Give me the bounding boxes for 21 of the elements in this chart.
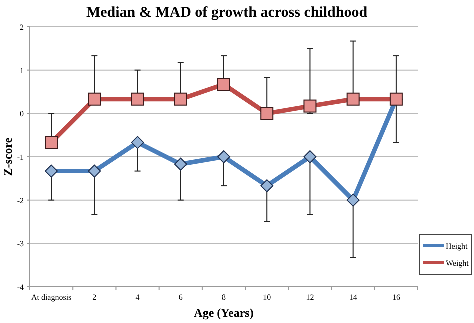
- y-tick-label: -2: [17, 196, 24, 206]
- y-tick-label: -4: [17, 283, 24, 292]
- y-tick-label: 2: [20, 23, 24, 32]
- x-tick-label: At diagnosis: [31, 293, 72, 302]
- x-tick-label: 2: [92, 293, 97, 302]
- x-tick-label: 10: [263, 293, 272, 302]
- legend-label: Height: [446, 242, 469, 251]
- x-tick-label: 8: [222, 293, 226, 302]
- y-tick-label: -1: [17, 153, 24, 162]
- y-tick-label: -3: [17, 240, 24, 249]
- x-tick-label: 16: [392, 293, 400, 302]
- y-axis-title: Z-score: [1, 137, 15, 176]
- x-tick-label: 12: [306, 293, 314, 302]
- y-tick-label: 0: [20, 110, 24, 119]
- x-tick-label: 14: [349, 293, 358, 302]
- x-tick-label: 6: [178, 293, 183, 302]
- chart-title: Median & MAD of growth across childhood: [86, 5, 368, 21]
- x-axis-title: Age (Years): [194, 306, 254, 320]
- y-tick-label: 1: [20, 66, 24, 76]
- x-tick-label: 4: [136, 293, 140, 302]
- legend-label: Weight: [446, 259, 470, 268]
